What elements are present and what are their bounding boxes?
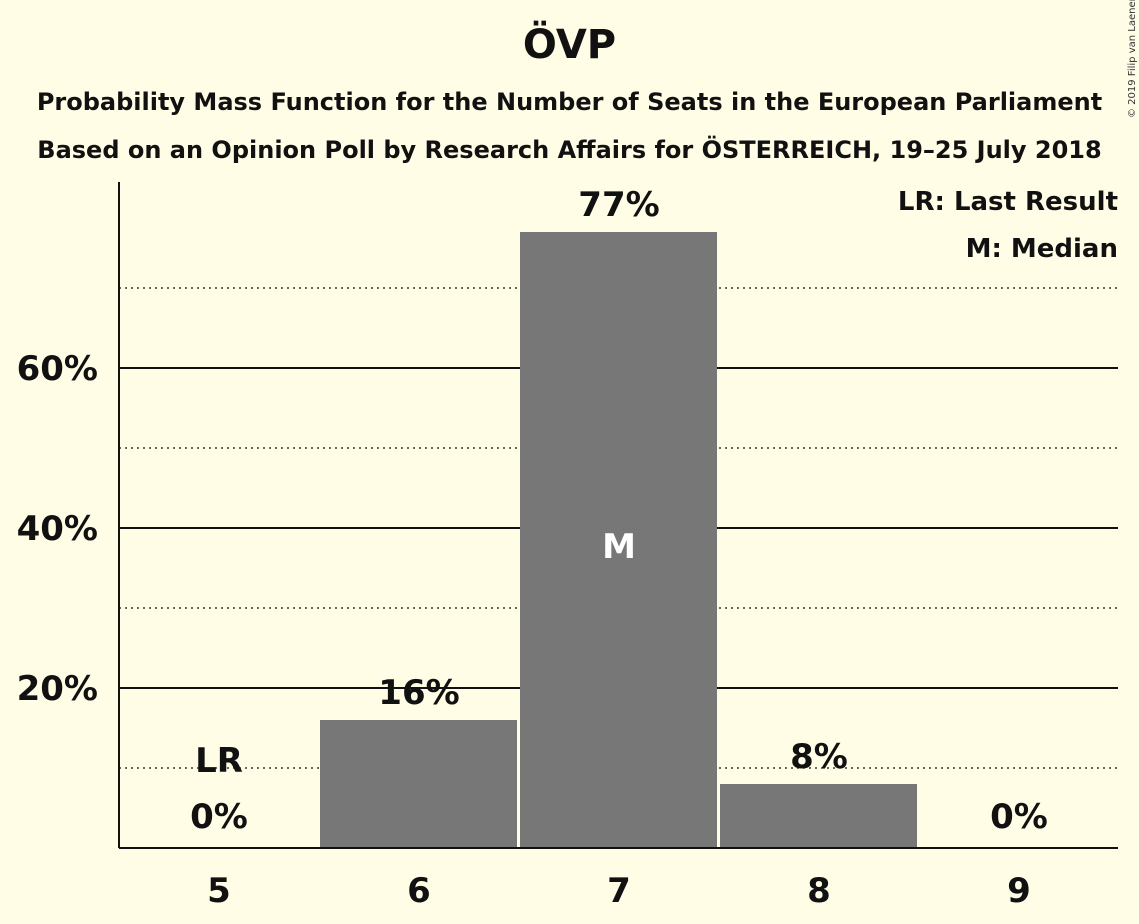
value-label: 77% xyxy=(578,185,659,225)
chart-subtitle-line1: Probability Mass Function for the Number… xyxy=(36,88,1103,116)
bar-8 xyxy=(720,784,917,848)
bars xyxy=(320,232,917,848)
value-label: 0% xyxy=(190,797,248,837)
legend-median: M: Median xyxy=(966,234,1118,264)
x-tick-label: 6 xyxy=(407,871,431,911)
value-label: 16% xyxy=(378,673,459,713)
chart-subtitle-line2: Based on an Opinion Poll by Research Aff… xyxy=(37,136,1102,164)
chart-title: ÖVP xyxy=(522,22,617,68)
y-tick-label: 40% xyxy=(17,509,98,549)
bar-7 xyxy=(520,232,717,848)
axes: 20% 40% 60% 5 6 7 8 9 xyxy=(17,182,1118,911)
x-tick-label: 5 xyxy=(207,871,231,911)
last-result-marker: LR xyxy=(195,741,243,781)
median-marker: M xyxy=(602,527,636,567)
value-label: 0% xyxy=(990,797,1048,837)
data-labels: 0% LR 16% 77% M 8% 0% xyxy=(190,185,1048,837)
legend-last-result: LR: Last Result xyxy=(898,187,1118,217)
y-tick-label: 20% xyxy=(17,669,98,709)
x-tick-label: 8 xyxy=(807,871,831,911)
x-tick-label: 9 xyxy=(1007,871,1031,911)
x-tick-label: 7 xyxy=(607,871,631,911)
bar-6 xyxy=(320,720,517,848)
y-tick-label: 60% xyxy=(17,349,98,389)
value-label: 8% xyxy=(790,737,848,777)
